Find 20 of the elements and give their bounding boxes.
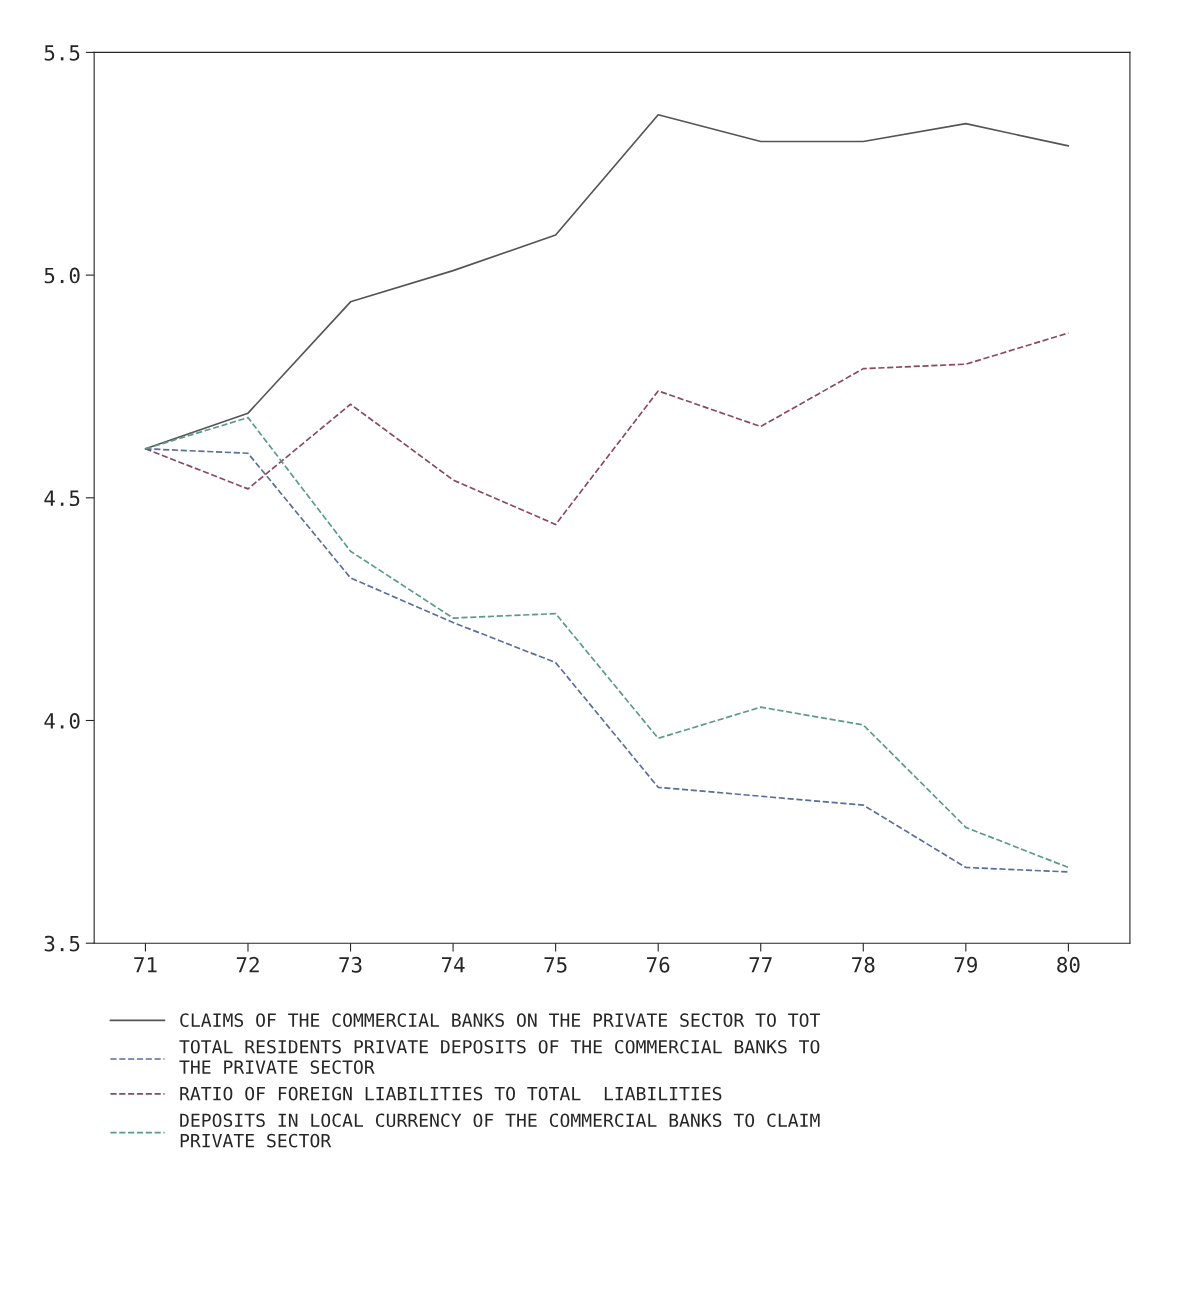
x-tick-label: 73 <box>339 956 362 973</box>
line-series <box>144 332 1070 526</box>
x-tick-label: 75 <box>544 957 567 973</box>
x-tick-label: 74 <box>441 957 465 973</box>
x-tick-label: 71 <box>134 957 157 973</box>
y-tick-label: 4.5 <box>44 490 80 507</box>
y-tick-label: 3.5 <box>44 935 80 952</box>
legend-label: RATIO OF FOREIGN LIABILITIES TO TOTAL LIABILITIES <box>180 1086 722 1101</box>
y-tick-label: 5.0 <box>44 267 80 284</box>
legend-label: CLAIMS OF THE COMMERCIAL BANKS ON THE PRIVATE SECTOR TO TOT <box>180 1013 820 1027</box>
x-tick-label: 72 <box>236 956 259 973</box>
x-tick-label: 76 <box>647 956 670 973</box>
x-tick-label: 77 <box>749 957 772 973</box>
legend-label: TOTAL RESIDENTS PRIVATE DEPOSITS OF THE COMMERCIAL BANKS TO THE PRIVATE SECTOR <box>179 1039 820 1074</box>
x-tick-label: 80 <box>1057 956 1080 973</box>
x-tick-label: 78 <box>852 956 875 973</box>
y-tick-label: 4.0 <box>44 713 80 729</box>
legend-label: DEPOSITS IN LOCAL CURRENCY OF THE COMMERCIAL BANKS TO CLAIM PRIVATE SECTOR <box>180 1113 820 1148</box>
x-tick-label: 79 <box>954 956 977 973</box>
y-tick-label: 5.5 <box>44 45 80 61</box>
